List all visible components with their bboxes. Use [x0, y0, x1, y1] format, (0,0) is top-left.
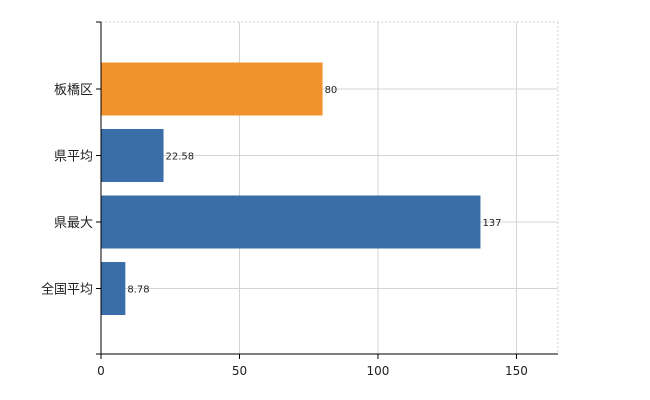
bar-value-label: 80 [325, 85, 338, 96]
category-label: 板橋区 [54, 83, 93, 98]
axes [96, 21, 558, 359]
bar [101, 195, 481, 249]
bars [101, 62, 481, 315]
x-tick-label: 150 [505, 364, 528, 378]
bar-value-label: 22.58 [166, 152, 195, 163]
bar [101, 62, 323, 116]
bar [101, 262, 126, 315]
category-label: 県最大 [54, 216, 93, 231]
x-tick-label: 50 [232, 364, 247, 378]
bar-value-label: 137 [482, 218, 501, 229]
x-tick-label: 0 [97, 364, 105, 378]
bar-value-label: 8.78 [127, 285, 149, 296]
bar [101, 129, 164, 182]
x-tick-label: 100 [367, 364, 390, 378]
category-label: 県平均 [54, 150, 93, 165]
category-label: 全国平均 [41, 282, 93, 298]
